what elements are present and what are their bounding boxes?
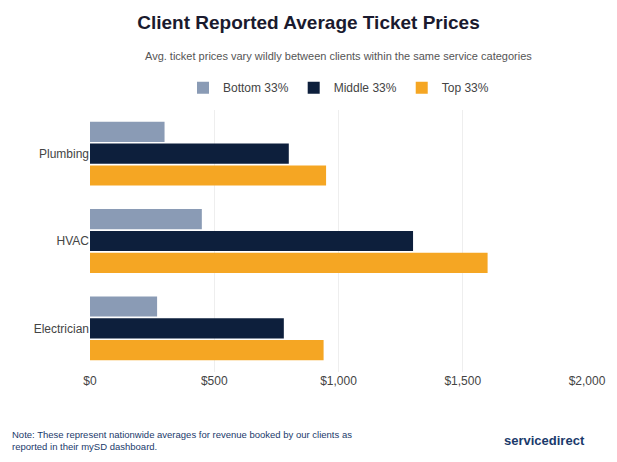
svg-text:Top 33%: Top 33% [442, 81, 489, 95]
svg-text:HVAC: HVAC [57, 234, 90, 248]
svg-text:Avg. ticket prices vary wildly: Avg. ticket prices vary wildly between c… [145, 50, 532, 62]
svg-text:$500: $500 [201, 374, 228, 388]
svg-text:servicedirect: servicedirect [504, 433, 585, 448]
svg-text:Note: These represent nationwi: Note: These represent nationwide average… [12, 429, 352, 452]
svg-text:$1,000: $1,000 [320, 374, 357, 388]
svg-text:$1,500: $1,500 [444, 374, 481, 388]
svg-text:Electrician: Electrician [34, 322, 89, 336]
svg-text:$2,000: $2,000 [569, 374, 606, 388]
svg-text:$0: $0 [83, 374, 97, 388]
svg-text:Plumbing: Plumbing [39, 147, 89, 161]
svg-text:Client Reported Average Ticket: Client Reported Average Ticket Prices [137, 12, 479, 33]
svg-text:Middle 33%: Middle 33% [334, 81, 397, 95]
svg-text:Bottom 33%: Bottom 33% [223, 81, 289, 95]
